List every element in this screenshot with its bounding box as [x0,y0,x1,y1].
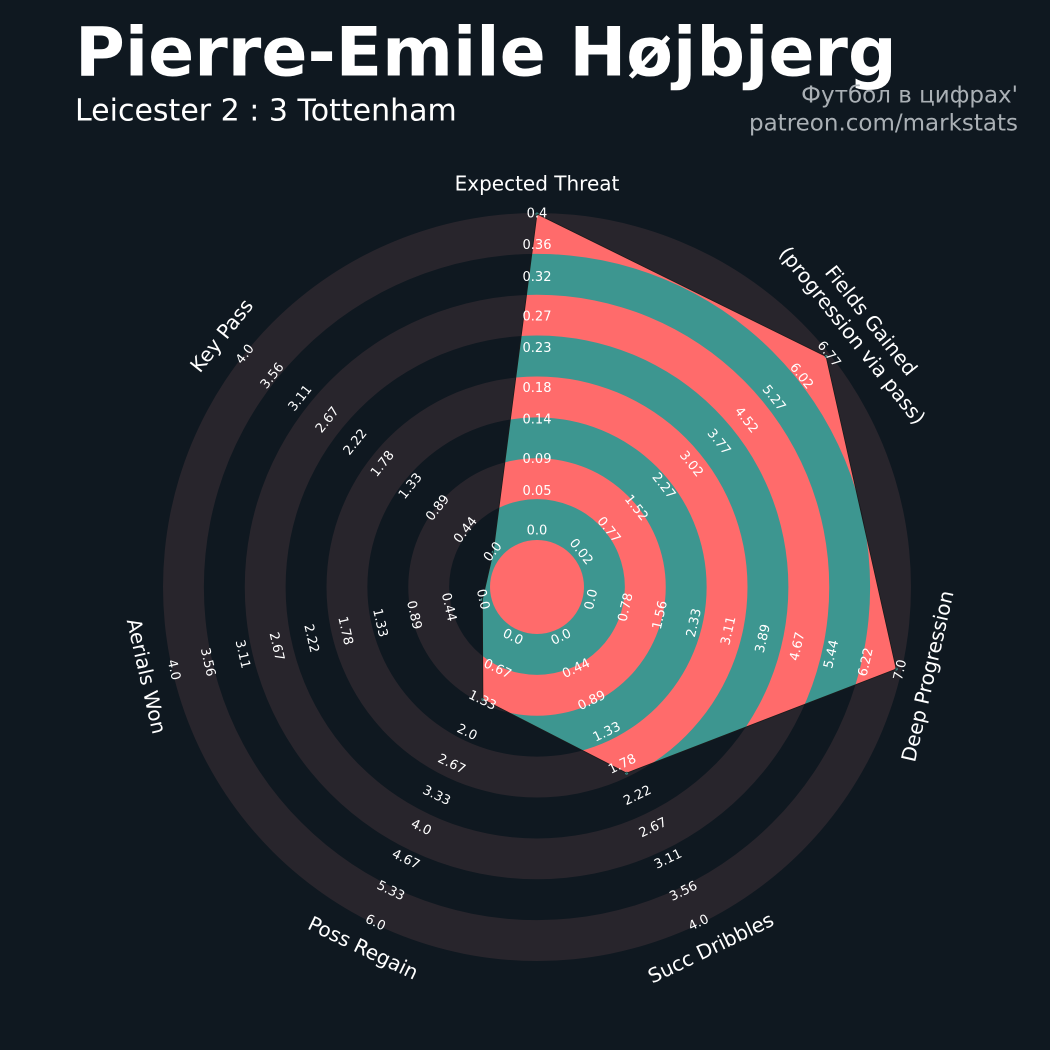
r-tick-label: 0.32 [523,270,552,285]
r-tick-label: 0.27 [523,310,552,325]
r-tick-label: 0.36 [523,238,552,253]
r-tick-label: 0.4 [527,207,548,222]
credit: Футбол в цифрах' [801,83,1018,109]
credit: patreon.com/markstats [749,111,1018,137]
r-tick-label: 0.14 [523,413,552,428]
r-tick-label: 0.0 [582,588,601,612]
r-tick-label: 7.0 [891,658,910,682]
chart-subtitle: Leicester 2 : 3 Tottenham [75,94,457,129]
chart-title: Pierre-Emile Højbjerg [75,14,897,93]
r-tick-label: 5.44 [821,638,842,670]
r-tick-label: 0.78 [615,592,636,624]
r-tick-label: 6.22 [856,646,877,678]
r-tick-label: 2.33 [684,607,705,639]
param-label: Expected Threat [455,172,620,196]
r-tick-label: 3.11 [232,639,253,671]
r-tick-label: 1.33 [369,607,390,639]
r-tick-label: 2.22 [300,623,321,655]
r-tick-label: 1.78 [334,615,355,647]
r-tick-label: 3.33 [420,783,453,809]
r-tick-label: 0.0 [527,524,548,539]
r-tick-label: 0.89 [403,599,424,631]
r-tick-label: 4.67 [787,631,808,663]
r-tick-label: 2.67 [266,631,287,663]
r-tick-label: 0.18 [523,381,552,396]
r-tick-label: 2.22 [621,783,654,809]
r-tick-label: 0.0 [473,588,492,612]
r-tick-label: 1.56 [650,599,671,631]
r-tick-label: 0.44 [438,591,459,623]
ring [490,540,584,634]
param-label: Aerials Won [122,616,172,736]
r-tick-label: 3.11 [718,615,739,647]
r-tick-label: 3.89 [753,623,774,655]
r-tick-label: 0.23 [523,341,552,356]
ring [482,458,666,716]
r-tick-label: 4.0 [164,658,183,682]
r-tick-label: 0.09 [523,452,552,467]
radar-outline [481,213,897,774]
r-tick-label: 3.56 [197,646,218,678]
r-tick-label: 0.05 [523,484,552,499]
r-tick-label: 2.22 [341,426,371,458]
